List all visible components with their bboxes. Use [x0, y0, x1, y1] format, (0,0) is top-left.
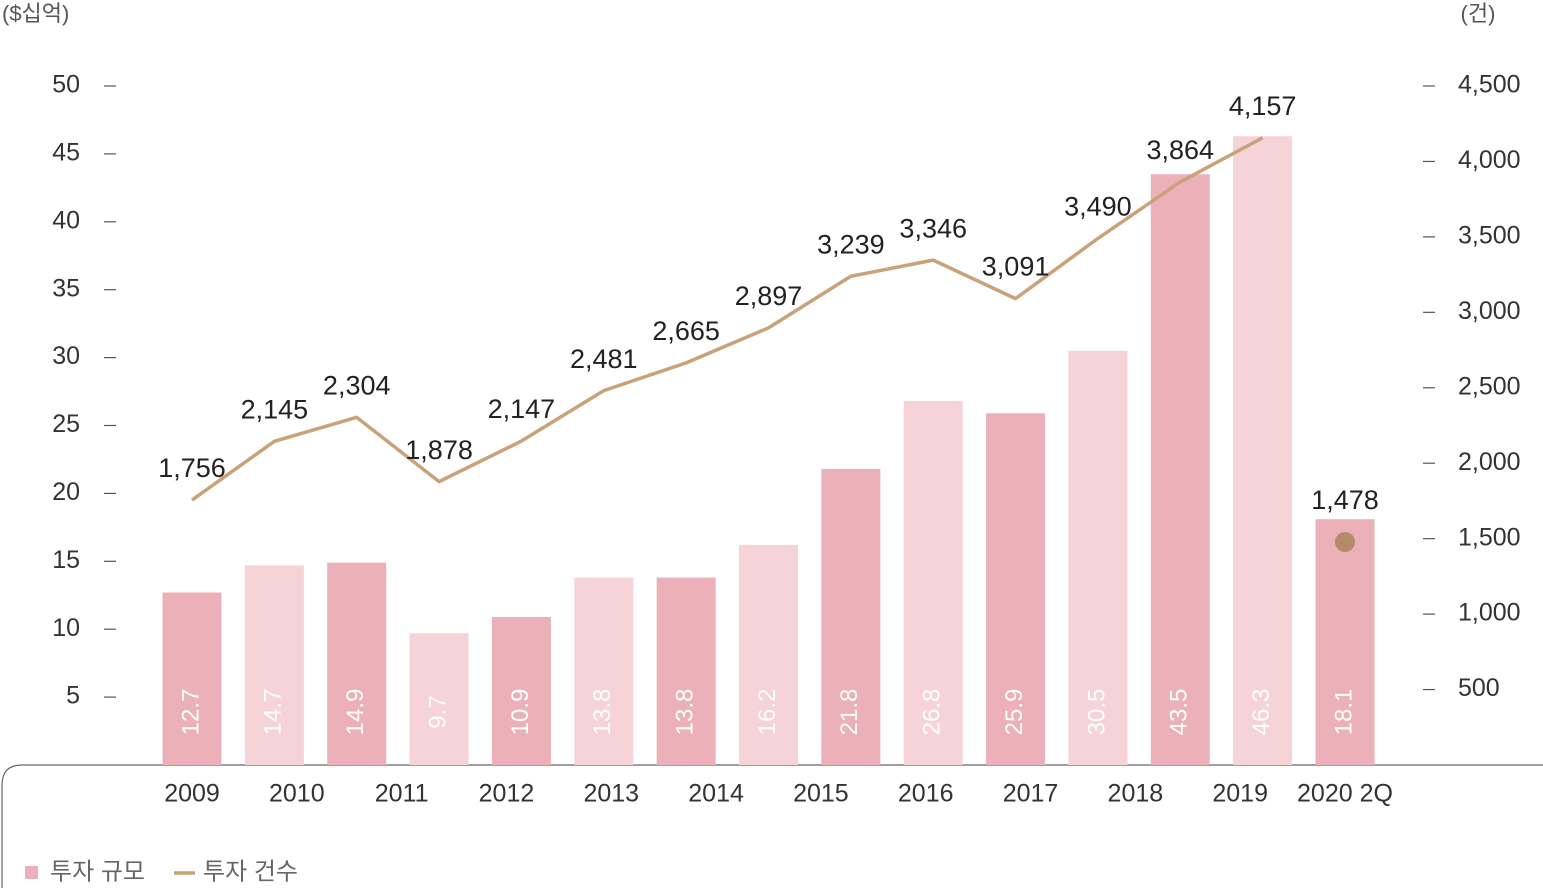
y-tick-label: 15 — [52, 546, 80, 574]
line-value-label: 2,481 — [570, 344, 638, 374]
y2-tick-label: 4,500 — [1458, 71, 1521, 99]
y2-tick-label: 2,000 — [1458, 448, 1521, 476]
y-tick-label: 20 — [52, 478, 80, 506]
y2-tick-label: 1,000 — [1458, 599, 1521, 627]
y2-tick-label: 1,500 — [1458, 523, 1521, 551]
line-value-label: 2,897 — [735, 281, 803, 311]
y2-tick-label: 3,000 — [1458, 297, 1521, 325]
y-tick-label: 25 — [52, 410, 80, 438]
line-value-label: 2,147 — [488, 394, 556, 424]
x-tick-label: 2015 — [793, 780, 849, 808]
bar — [656, 577, 716, 765]
bar — [903, 401, 963, 765]
x-tick-label: 2019 — [1212, 780, 1268, 808]
line-value-label: 3,864 — [1146, 135, 1214, 165]
y-tick-label: 50 — [52, 71, 80, 99]
bar — [821, 468, 881, 765]
bar-value-label: 13.8 — [589, 689, 616, 736]
bar — [1233, 136, 1293, 766]
bar-value-label: 13.8 — [671, 689, 698, 736]
x-tick-label: 2014 — [688, 780, 744, 808]
bar-value-label: 18.1 — [1330, 689, 1357, 736]
legend-label: 투자 규모 — [50, 858, 145, 885]
bar — [244, 565, 304, 765]
bar-value-label: 9.7 — [424, 695, 451, 728]
bar — [491, 616, 551, 765]
bar-value-label: 10.9 — [507, 689, 534, 736]
bar-value-label: 21.8 — [836, 689, 863, 736]
line-value-label: 2,665 — [652, 316, 720, 346]
bar-value-label: 12.7 — [177, 689, 204, 736]
y-tick-label: 10 — [52, 614, 80, 642]
line-value-label: 2,145 — [241, 394, 309, 424]
y-tick-label: 5 — [66, 682, 80, 710]
bar-value-label: 46.3 — [1248, 689, 1275, 736]
x-tick-label: 2017 — [1003, 780, 1059, 808]
x-tick-label: 2013 — [583, 780, 639, 808]
y-tick-label: 35 — [52, 274, 80, 302]
frame — [1, 764, 1543, 888]
x-tick-label: 2012 — [479, 780, 535, 808]
bar-value-label: 26.8 — [919, 689, 946, 736]
line — [190, 136, 1264, 502]
bar-value-label: 14.7 — [260, 689, 287, 736]
bar — [986, 413, 1046, 765]
line-value-label: 3,239 — [817, 229, 885, 259]
line-value-label: 3,346 — [899, 213, 967, 243]
y2-tick-label: 4,000 — [1458, 146, 1521, 174]
line-value-label: 1,878 — [405, 435, 473, 465]
bar-value-label: 16.2 — [754, 689, 781, 736]
legend-swatch — [25, 866, 38, 879]
y2-tick-label: 500 — [1458, 674, 1500, 702]
y2-tick-label: 2,500 — [1458, 372, 1521, 400]
x-tick-label: 2018 — [1108, 780, 1164, 808]
line-value-label: 4,157 — [1229, 91, 1297, 121]
bar-value-label: 25.9 — [1001, 689, 1028, 736]
bar — [574, 577, 634, 765]
y-tick-label: 40 — [52, 206, 80, 234]
x-tick-label: 2009 — [164, 780, 220, 808]
y-tick-label: 30 — [52, 342, 80, 370]
y-tick-label: 45 — [52, 139, 80, 167]
point-value-label: 1,478 — [1311, 485, 1379, 515]
x-tick-label: 2010 — [269, 780, 325, 808]
x-tick-label: 2020 2Q — [1297, 780, 1393, 808]
line-value-label: 2,304 — [323, 370, 391, 400]
bar — [739, 545, 798, 765]
bar-value-label: 30.5 — [1083, 689, 1110, 736]
bar — [1150, 174, 1210, 765]
bar-value-label: 14.9 — [342, 689, 369, 736]
line-value-label: 3,091 — [982, 252, 1050, 282]
line-value-label: 3,490 — [1064, 192, 1132, 222]
bar — [1315, 519, 1375, 765]
legend-label: 투자 건수 — [203, 858, 298, 885]
line-value-label: 1,756 — [158, 453, 226, 483]
x-tick-label: 2016 — [898, 780, 954, 808]
y2-unit: (건) — [1461, 1, 1496, 26]
bar — [1068, 350, 1128, 765]
y-unit: ($십억) — [2, 1, 69, 26]
bar — [327, 562, 387, 765]
bar — [409, 633, 469, 765]
x-tick-label: 2011 — [375, 780, 429, 808]
point — [1335, 531, 1355, 552]
bar — [162, 592, 222, 765]
bar-value-label: 43.5 — [1166, 689, 1193, 736]
y2-tick-label: 3,500 — [1458, 221, 1521, 249]
